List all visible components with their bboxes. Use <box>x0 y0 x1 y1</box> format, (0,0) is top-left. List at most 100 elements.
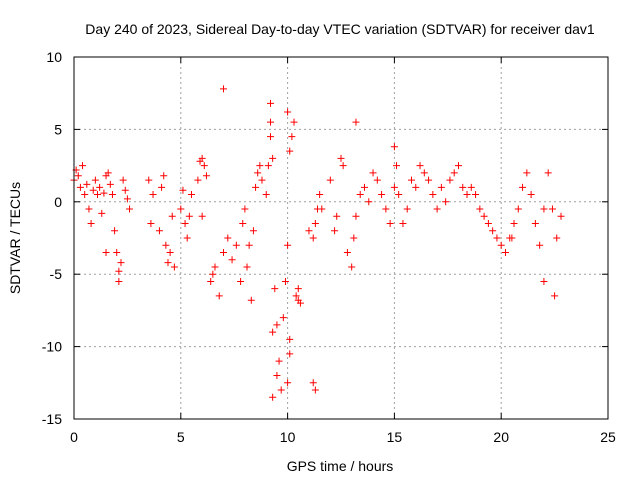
data-point <box>433 205 441 213</box>
data-point <box>202 172 210 180</box>
data-point <box>79 162 87 170</box>
data-point <box>198 212 206 220</box>
data-point <box>540 277 548 285</box>
x-tick-label: 10 <box>280 429 296 445</box>
data-point <box>527 191 535 199</box>
data-point <box>89 186 97 194</box>
x-axis-label: GPS time / hours <box>287 458 394 474</box>
data-point <box>267 133 275 141</box>
data-point <box>279 314 287 322</box>
data-point <box>232 241 240 249</box>
data-point <box>393 162 401 170</box>
data-point <box>446 176 454 184</box>
data-point <box>215 292 223 300</box>
data-point <box>467 183 475 191</box>
data-point <box>378 191 386 199</box>
data-point <box>96 183 104 191</box>
data-point <box>352 118 360 126</box>
data-point <box>164 259 172 267</box>
data-point <box>459 183 467 191</box>
data-point <box>437 183 445 191</box>
data-point <box>395 191 403 199</box>
data-point <box>284 379 292 387</box>
data-point <box>294 296 302 304</box>
data-point <box>399 220 407 228</box>
data-point <box>305 227 313 235</box>
data-point <box>557 212 565 220</box>
data-point <box>350 234 358 242</box>
data-point <box>117 259 125 267</box>
data-point <box>87 220 95 228</box>
data-point <box>207 277 215 285</box>
data-point <box>247 296 255 304</box>
data-point <box>311 220 319 228</box>
data-point <box>267 99 275 107</box>
data-point <box>343 248 351 256</box>
data-point <box>155 227 163 235</box>
data-point <box>245 241 253 249</box>
data-point <box>277 386 285 394</box>
data-point <box>339 162 347 170</box>
data-point <box>115 277 123 285</box>
data-point <box>382 205 390 213</box>
data-point <box>183 234 191 242</box>
data-point <box>76 183 84 191</box>
data-point <box>403 205 411 213</box>
chart-title: Day 240 of 2023, Sidereal Day-to-day VTE… <box>85 21 595 37</box>
data-point <box>480 212 488 220</box>
data-point <box>102 248 110 256</box>
data-point <box>145 176 153 184</box>
data-point <box>179 186 187 194</box>
data-point <box>237 277 245 285</box>
data-point <box>98 209 106 217</box>
data-point <box>269 393 277 401</box>
data-point <box>149 191 157 199</box>
data-point <box>209 270 217 278</box>
data-point <box>425 176 433 184</box>
data-point <box>331 227 339 235</box>
data-point <box>407 176 415 184</box>
data-point <box>115 267 123 275</box>
data-point <box>228 256 236 264</box>
data-point <box>463 191 471 199</box>
data-point <box>386 220 394 228</box>
data-point <box>497 241 505 249</box>
data-point <box>249 227 257 235</box>
data-points <box>70 85 565 401</box>
data-point <box>365 198 373 206</box>
data-point <box>281 277 289 285</box>
data-point <box>194 176 202 184</box>
y-tick-label: -5 <box>50 266 63 282</box>
data-point <box>326 176 334 184</box>
y-tick-label: -10 <box>42 339 62 355</box>
data-point <box>177 205 185 213</box>
data-point <box>390 143 398 151</box>
data-point <box>333 212 341 220</box>
data-point <box>476 205 484 213</box>
y-tick-label: -15 <box>42 411 62 427</box>
data-point <box>111 227 119 235</box>
data-point <box>243 263 251 271</box>
data-point <box>271 285 279 293</box>
grid-lines <box>74 57 608 419</box>
data-point <box>170 263 178 271</box>
data-point <box>211 263 219 271</box>
data-point <box>489 227 497 235</box>
x-tick-label: 5 <box>177 429 185 445</box>
data-point <box>85 205 93 213</box>
data-point <box>484 220 492 228</box>
data-point <box>269 328 277 336</box>
data-point <box>273 321 281 329</box>
data-point <box>198 154 206 162</box>
data-point <box>119 176 127 184</box>
data-point <box>258 176 266 184</box>
y-tick-label: 10 <box>46 49 62 65</box>
x-tick-label: 0 <box>70 429 78 445</box>
data-point <box>91 176 99 184</box>
data-point <box>147 220 155 228</box>
x-tick-label: 15 <box>387 429 403 445</box>
data-point <box>273 372 281 380</box>
data-point <box>93 191 101 199</box>
